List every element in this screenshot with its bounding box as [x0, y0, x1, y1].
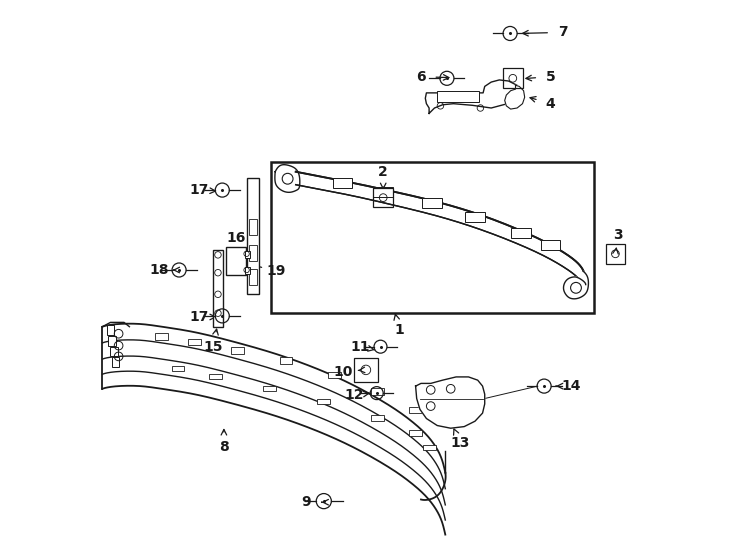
- Text: 15: 15: [203, 340, 223, 354]
- Polygon shape: [275, 165, 299, 192]
- Bar: [247, 178, 259, 294]
- Text: 18: 18: [149, 263, 169, 277]
- Polygon shape: [505, 85, 525, 109]
- Bar: [250, 219, 257, 235]
- Text: 4: 4: [545, 97, 556, 111]
- Text: 17: 17: [190, 183, 209, 197]
- Text: 8: 8: [219, 440, 229, 454]
- Polygon shape: [425, 80, 519, 113]
- Text: 12: 12: [344, 388, 364, 402]
- Bar: [156, 333, 168, 340]
- Bar: [409, 407, 422, 413]
- Bar: [422, 198, 442, 208]
- Text: 16: 16: [227, 231, 246, 245]
- Bar: [264, 386, 276, 391]
- Bar: [106, 325, 115, 335]
- Bar: [511, 228, 531, 238]
- Text: 14: 14: [562, 379, 581, 393]
- Text: 2: 2: [378, 165, 388, 179]
- Text: 7: 7: [558, 25, 567, 39]
- Bar: [371, 415, 385, 421]
- Text: 5: 5: [545, 70, 556, 84]
- Text: 6: 6: [416, 70, 426, 84]
- Bar: [465, 212, 484, 222]
- Bar: [110, 347, 117, 356]
- Text: 19: 19: [266, 264, 286, 278]
- Bar: [374, 187, 393, 197]
- Bar: [272, 162, 594, 313]
- Bar: [409, 430, 422, 436]
- Text: 10: 10: [333, 364, 353, 379]
- Bar: [231, 347, 244, 354]
- Bar: [280, 357, 292, 364]
- Text: 11: 11: [350, 340, 370, 354]
- Bar: [423, 445, 435, 450]
- Bar: [245, 267, 250, 274]
- Bar: [209, 374, 222, 379]
- Bar: [225, 247, 246, 275]
- Text: 13: 13: [450, 436, 470, 450]
- Bar: [606, 244, 625, 264]
- Text: 1: 1: [395, 323, 404, 338]
- Polygon shape: [415, 377, 484, 428]
- Polygon shape: [296, 172, 586, 292]
- Text: 17: 17: [190, 310, 209, 324]
- Bar: [213, 250, 223, 327]
- Bar: [541, 240, 560, 250]
- Polygon shape: [564, 271, 589, 299]
- Text: 9: 9: [302, 495, 311, 509]
- Bar: [503, 69, 523, 88]
- Text: 3: 3: [614, 228, 623, 242]
- Bar: [112, 357, 119, 367]
- Bar: [333, 178, 352, 188]
- Bar: [172, 366, 184, 371]
- Bar: [437, 91, 479, 102]
- Bar: [328, 372, 341, 378]
- Bar: [317, 399, 330, 404]
- Bar: [250, 269, 257, 285]
- Bar: [354, 358, 378, 382]
- Bar: [371, 388, 385, 395]
- Bar: [374, 188, 393, 207]
- Bar: [245, 251, 250, 258]
- Bar: [250, 245, 257, 261]
- Bar: [109, 336, 116, 346]
- Bar: [188, 339, 200, 345]
